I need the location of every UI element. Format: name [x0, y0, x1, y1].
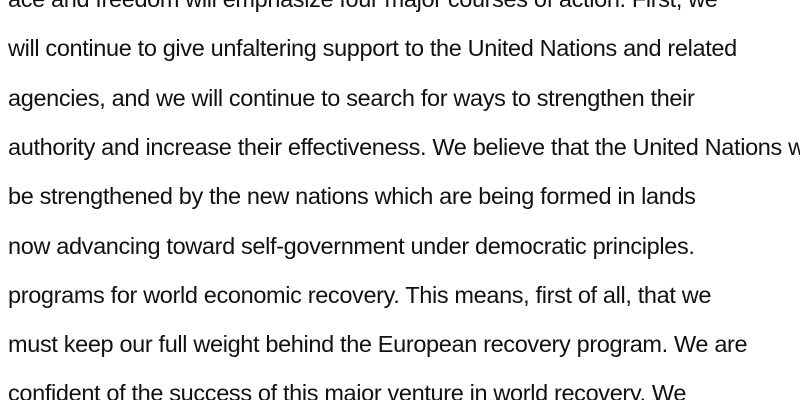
text-line: confident of the success of this major v…: [8, 380, 687, 400]
text-line: now advancing toward self-government und…: [8, 233, 695, 259]
text-line: authority and increase their effectivene…: [8, 134, 800, 160]
text-line: agencies, and we will continue to search…: [8, 85, 695, 111]
text-line: must keep our full weight behind the Eur…: [8, 331, 748, 357]
text-line: will continue to give unfaltering suppor…: [8, 35, 737, 61]
text-line: be strengthened by the new nations which…: [8, 183, 696, 209]
text-line: ace and freedom will emphasize four majo…: [8, 0, 718, 14]
text-line: programs for world economic recovery. Th…: [8, 282, 712, 308]
